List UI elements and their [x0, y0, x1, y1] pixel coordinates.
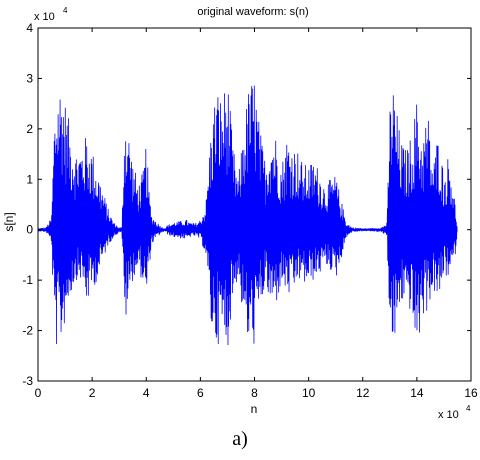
- signal-series: [38, 85, 458, 345]
- y-tick-label: 2: [26, 122, 33, 136]
- x-tick-label: 4: [143, 386, 150, 400]
- x-tick-label: 12: [356, 386, 370, 400]
- x-tick-label: 14: [410, 386, 424, 400]
- chart-title: original waveform: s(n): [197, 6, 308, 18]
- y-tick-label: -3: [22, 374, 33, 388]
- y-multiplier-exponent: 4: [63, 6, 68, 15]
- x-axis: 0 2 4 6 8 10 12 14 16: [35, 28, 478, 400]
- x-tick-label: 0: [35, 386, 42, 400]
- y-tick-label: -2: [22, 324, 33, 338]
- x-tick-label: 8: [251, 386, 258, 400]
- y-tick-label: 1: [26, 172, 33, 186]
- x-tick-label: 6: [197, 386, 204, 400]
- y-tick-label: -1: [22, 273, 33, 287]
- y-axis: -3 -2 -1 0 1 2 3 4: [22, 21, 471, 388]
- y-tick-label: 3: [26, 71, 33, 85]
- figure-caption: a): [232, 428, 248, 450]
- x-tick-label: 16: [464, 386, 478, 400]
- y-multiplier: x 10: [34, 11, 55, 23]
- x-multiplier: x 10: [438, 409, 459, 421]
- x-tick-label: 2: [89, 386, 96, 400]
- waveform-line: [38, 85, 458, 345]
- y-tick-label: 0: [26, 223, 33, 237]
- y-axis-label: s[n]: [2, 212, 16, 231]
- y-tick-label: 4: [26, 21, 33, 35]
- x-axis-label: n: [251, 402, 258, 416]
- x-multiplier-exponent: 4: [466, 404, 471, 413]
- x-tick-label: 10: [302, 386, 316, 400]
